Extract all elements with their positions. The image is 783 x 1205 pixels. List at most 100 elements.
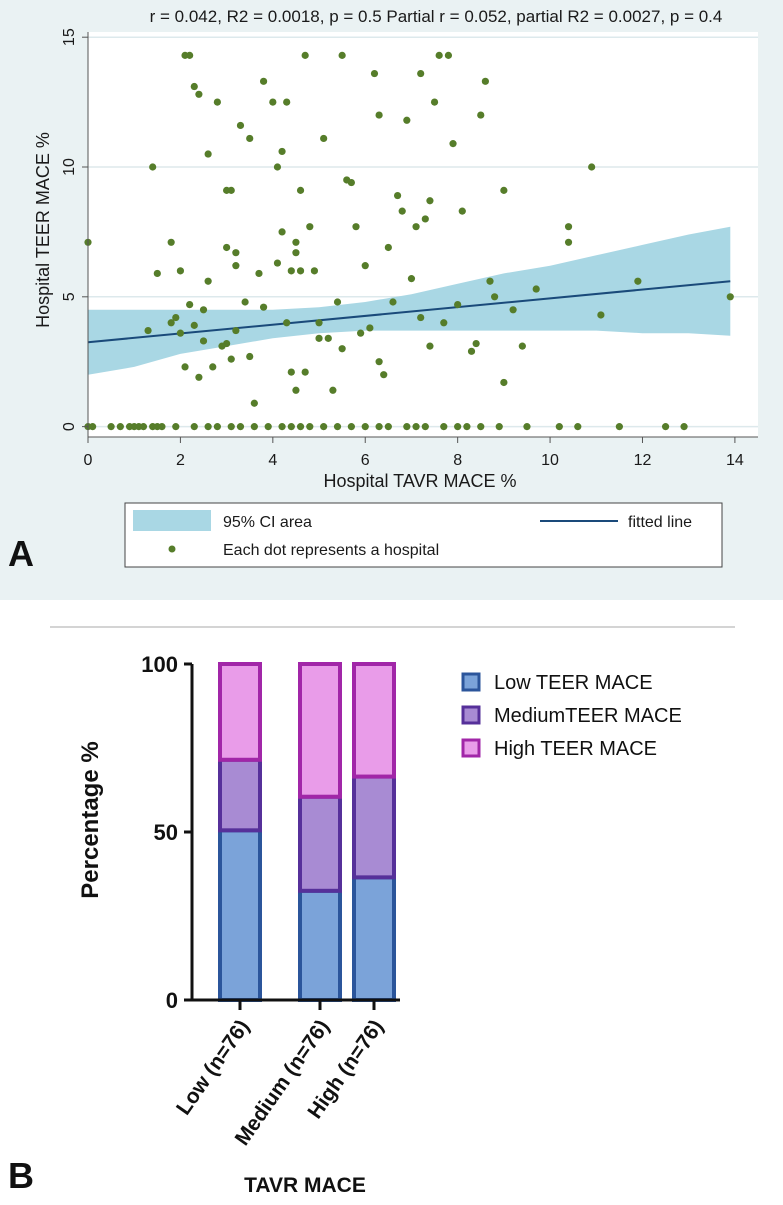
- data-point: [352, 223, 360, 231]
- data-point: [444, 51, 453, 59]
- data-point: [273, 259, 282, 267]
- data-point: [329, 386, 337, 394]
- data-point: [218, 342, 226, 350]
- legend-swatch: [461, 738, 481, 758]
- data-point: [292, 386, 300, 394]
- data-point: [250, 423, 258, 431]
- y-axis-ticks: 0 5 10 15: [61, 28, 88, 431]
- data-point: [283, 98, 291, 106]
- data-point: [190, 423, 198, 431]
- data-point: [199, 337, 208, 345]
- fitted-line: [87, 280, 731, 344]
- data-point: [296, 267, 305, 275]
- x-tick-label: 4: [268, 452, 277, 469]
- data-point: [477, 111, 485, 119]
- data-point: [320, 423, 328, 431]
- data-point: [680, 423, 688, 431]
- ci-band: [88, 226, 731, 375]
- data-point: [172, 313, 180, 322]
- data-point: [246, 352, 254, 361]
- panel-label-a: A: [8, 533, 34, 574]
- data-point: [195, 373, 203, 381]
- data-point: [472, 339, 480, 348]
- data-point: [393, 191, 402, 200]
- data-point: [315, 334, 323, 342]
- data-point: [370, 69, 379, 78]
- data-point: [574, 423, 582, 431]
- x-tick-label: 14: [726, 452, 744, 469]
- data-point: [167, 238, 175, 246]
- data-point: [227, 186, 235, 194]
- data-point: [421, 215, 429, 223]
- data-point: [116, 423, 124, 431]
- bar-segment: [298, 888, 342, 1002]
- data-point: [259, 303, 268, 311]
- panel-label-b: B: [8, 1155, 34, 1196]
- x-tick-label: Low (n=76): [172, 1016, 254, 1120]
- data-point: [412, 223, 420, 231]
- y-axis-ticks: 0 50 100: [141, 652, 192, 1013]
- legend: Low TEER MACE MediumTEER MACE High TEER MA…: [461, 672, 682, 760]
- data-point: [361, 423, 369, 431]
- data-point: [190, 82, 198, 91]
- data-point: [426, 197, 434, 205]
- legend-label: MediumTEER MACE: [494, 705, 682, 727]
- data-point: [357, 329, 365, 337]
- x-axis-ticks: 0 2 4 6 8 10 12 14: [84, 437, 744, 469]
- data-point: [389, 298, 397, 306]
- bar-segment: [352, 774, 396, 880]
- data-point: [232, 326, 240, 335]
- panel-a: r = 0.042, R2 = 0.0018, p = 0.5 Partial …: [0, 0, 783, 600]
- data-point: [213, 98, 221, 106]
- data-point: [153, 269, 161, 278]
- data-point: [139, 423, 148, 431]
- data-point: [301, 51, 309, 59]
- data-point: [199, 306, 208, 314]
- data-point: [236, 423, 245, 431]
- data-point: [375, 111, 383, 119]
- data-point: [449, 140, 457, 148]
- data-point: [181, 363, 189, 371]
- legend-swatch: [461, 705, 481, 725]
- data-point: [347, 423, 355, 431]
- legend-box: [124, 502, 723, 568]
- data-point: [458, 207, 466, 215]
- data-point: [301, 368, 309, 376]
- legend-swatch: [461, 672, 481, 692]
- plot-area: [88, 32, 758, 437]
- legend-ci-label: 95% CI area: [223, 514, 312, 531]
- data-point: [500, 186, 508, 194]
- bar-segment: [218, 828, 262, 1002]
- data-point: [615, 423, 623, 431]
- data-point: [186, 300, 194, 309]
- data-point: [588, 163, 596, 171]
- data-point: [287, 368, 295, 376]
- data-point: [495, 423, 503, 431]
- data-point: [361, 262, 369, 270]
- data-point: [384, 243, 392, 252]
- x-tick-label: 6: [361, 452, 370, 469]
- x-axis-label: Hospital TAVR MACE %: [323, 471, 516, 491]
- data-point: [491, 293, 499, 301]
- data-point: [435, 51, 443, 59]
- data-point: [421, 423, 429, 431]
- y-tick-label: 50: [154, 820, 178, 845]
- data-point: [296, 186, 305, 194]
- stacked-bar-chart: 0 50 100 Low (n=76)Medium (n=76)High (n=76…: [8, 626, 735, 1197]
- data-point: [269, 98, 277, 106]
- data-point: [186, 51, 194, 59]
- data-point: [333, 423, 342, 431]
- y-tick-label: 10: [61, 158, 78, 176]
- x-tick-label: 0: [84, 452, 93, 469]
- data-point: [190, 321, 198, 329]
- legend-dot-swatch: [168, 545, 176, 553]
- data-point: [241, 298, 249, 306]
- x-tick-label: 10: [541, 452, 559, 469]
- data-point: [398, 207, 406, 215]
- data-point: [338, 51, 346, 59]
- data-point: [440, 319, 448, 327]
- data-point: [296, 423, 305, 431]
- data-point: [236, 121, 245, 130]
- data-point: [232, 249, 240, 257]
- legend-dot-label: Each dot represents a hospital: [223, 542, 439, 559]
